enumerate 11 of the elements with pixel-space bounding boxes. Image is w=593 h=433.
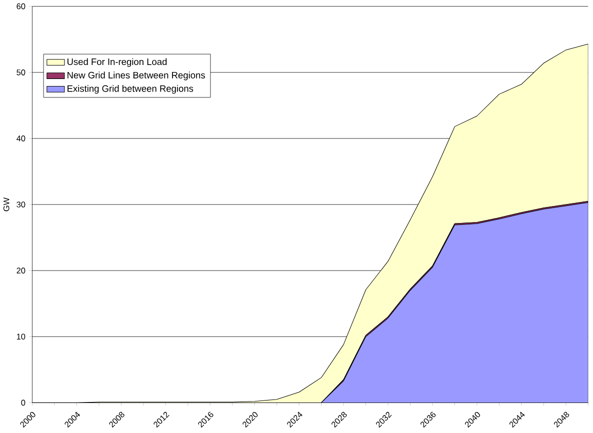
y-tick-label: 50: [16, 70, 26, 76]
legend-label: Used For In-region Load: [68, 58, 167, 67]
y-tick-label: 0: [21, 400, 26, 406]
y-tick-label: 60: [16, 3, 26, 10]
y-tick-label: 40: [16, 136, 26, 142]
y-tick-label: 20: [16, 268, 26, 274]
y-tick-label: 30: [16, 202, 26, 208]
legend-label: Existing Grid between Regions: [68, 85, 194, 94]
y-axis-title: GW: [3, 198, 10, 212]
legend-label: New Grid Lines Between Regions: [68, 72, 205, 80]
y-tick-label: 10: [16, 334, 26, 340]
